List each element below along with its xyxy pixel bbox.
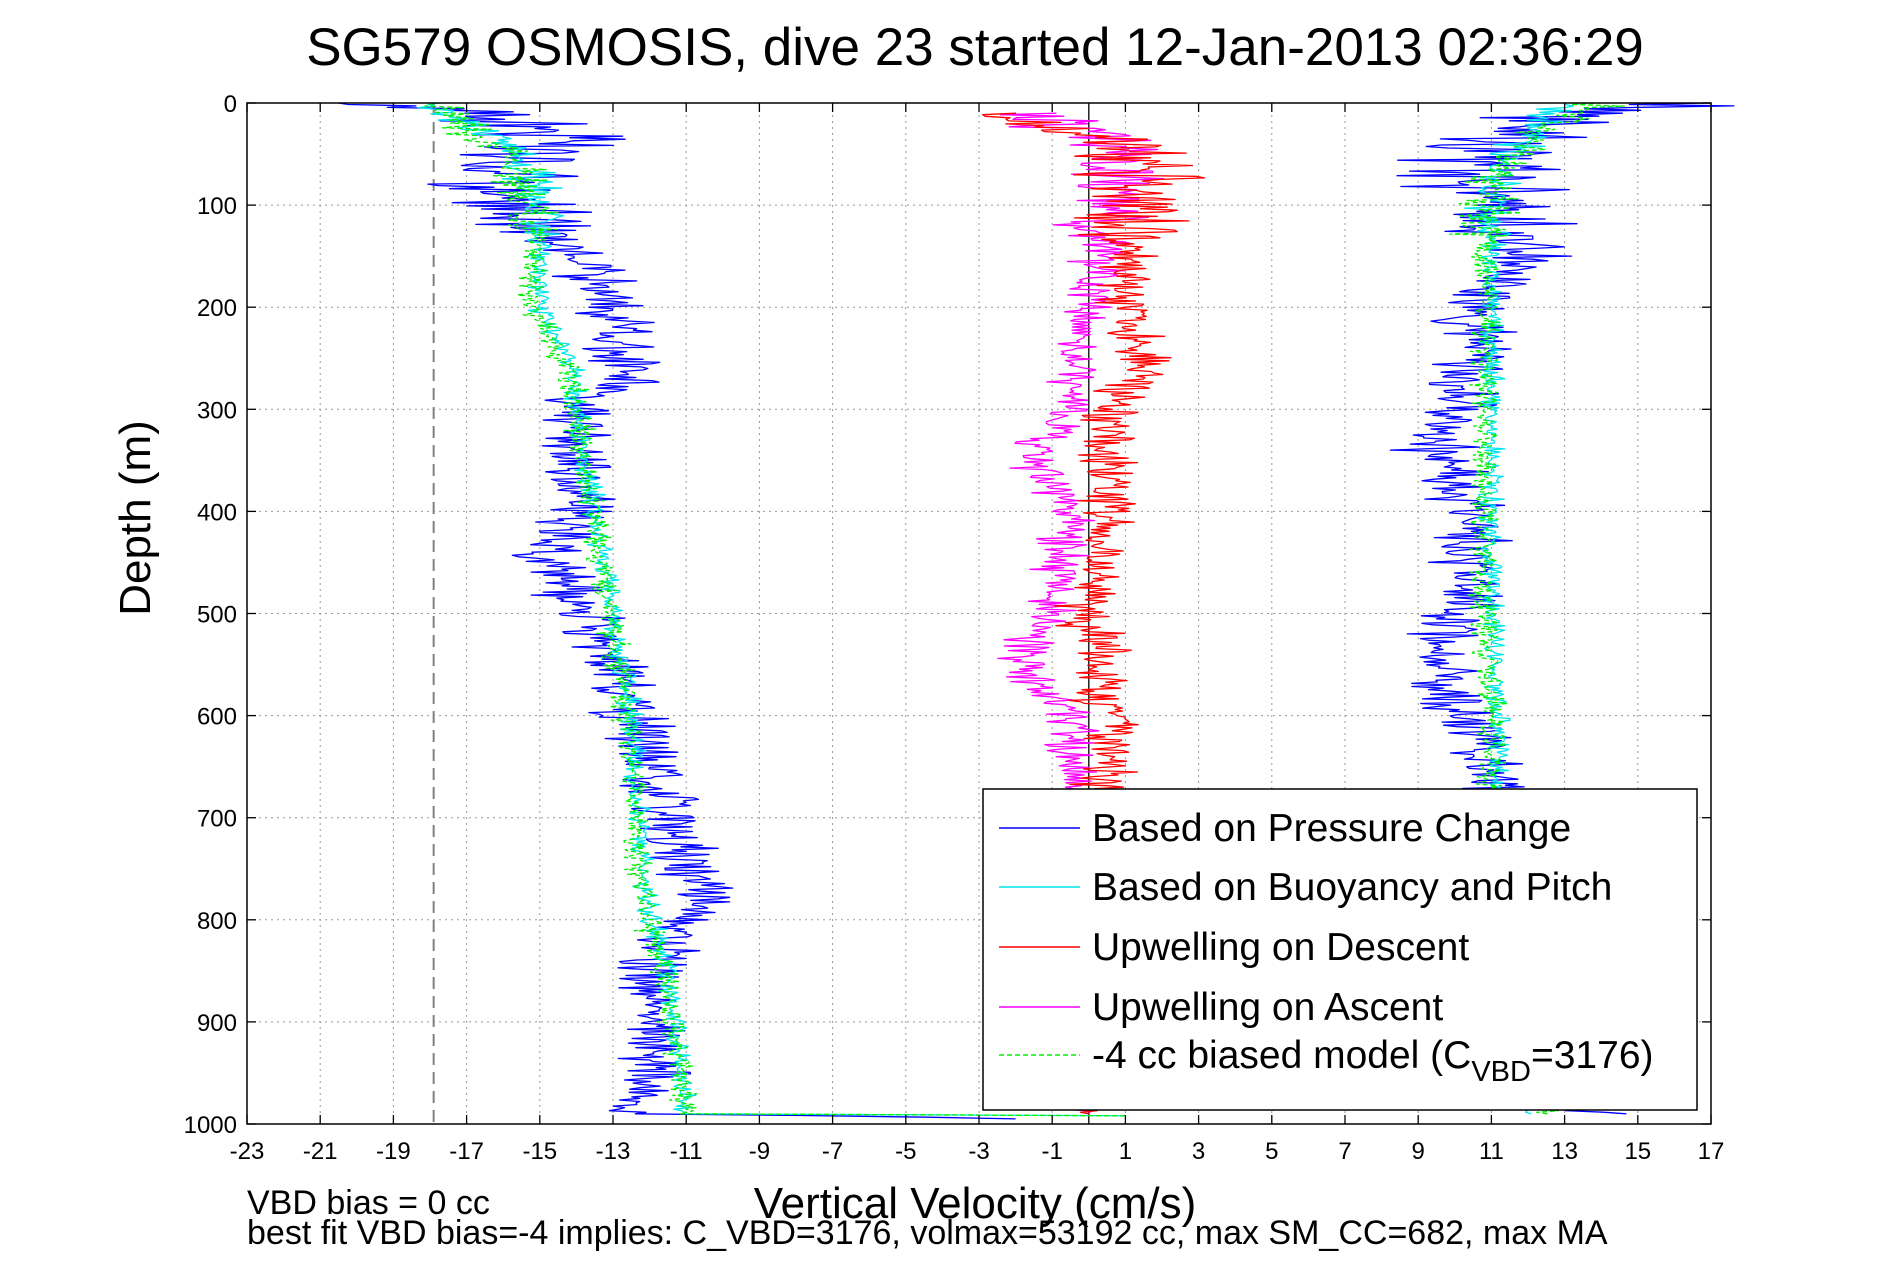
y-tick-label: 500 bbox=[197, 602, 237, 629]
x-tick-label: -17 bbox=[449, 1138, 484, 1165]
legend-box bbox=[982, 788, 1698, 1111]
y-tick-label: 200 bbox=[197, 295, 237, 322]
y-tick-label: 400 bbox=[197, 499, 237, 526]
x-tick-label: 15 bbox=[1624, 1138, 1651, 1165]
x-tick-label: 13 bbox=[1551, 1138, 1578, 1165]
series-line bbox=[424, 102, 1126, 1117]
x-tick-label: 11 bbox=[1479, 1138, 1504, 1165]
y-tick-label: 700 bbox=[197, 806, 237, 833]
x-tick-label: 3 bbox=[1192, 1138, 1205, 1165]
x-tick-label: 17 bbox=[1698, 1138, 1725, 1165]
footer-line-1: VBD bias = 0 cc bbox=[247, 1184, 490, 1222]
x-tick-label: -1 bbox=[1042, 1138, 1063, 1165]
y-tick-label: 1000 bbox=[184, 1112, 237, 1139]
x-tick-label: -3 bbox=[968, 1138, 989, 1165]
y-tick-label: 100 bbox=[197, 193, 237, 220]
chart-title: SG579 OSMOSIS, dive 23 started 12-Jan-20… bbox=[306, 18, 1644, 77]
y-axis-ticks: 0 100 200 300 400 500 600 700 800 900 1000 bbox=[184, 91, 1711, 1139]
x-tick-label: -15 bbox=[522, 1138, 557, 1165]
x-tick-label: -13 bbox=[596, 1138, 631, 1165]
x-tick-label: -11 bbox=[670, 1138, 703, 1165]
footer-line-2: best fit VBD bias=-4 implies: C_VBD=3176… bbox=[247, 1214, 1608, 1252]
plot-area: -23 -21 -19 -17 -15 -13 -11 -9 -7 -5 -3 -1 1 3 5 7 9 11 13… bbox=[184, 91, 1735, 1165]
x-tick-label: 5 bbox=[1265, 1138, 1278, 1165]
x-tick-label: -7 bbox=[822, 1138, 843, 1165]
y-tick-label: 300 bbox=[197, 397, 237, 424]
x-tick-label: -9 bbox=[749, 1138, 770, 1165]
series-line bbox=[338, 102, 1016, 1120]
x-axis-label: Vertical Velocity (cm/s) bbox=[754, 1179, 1197, 1228]
legend-label: Based on Buoyancy and Pitch bbox=[1092, 866, 1612, 909]
x-tick-label: 7 bbox=[1338, 1138, 1351, 1165]
y-tick-label: 600 bbox=[197, 704, 237, 731]
legend-label: Upwelling on Descent bbox=[1092, 926, 1469, 969]
x-axis-ticks: -23 -21 -19 -17 -15 -13 -11 -9 -7 -5 -3 -1 1 3 5 7 9 11 13… bbox=[230, 103, 1725, 1165]
x-tick-label: -5 bbox=[895, 1138, 916, 1165]
x-tick-label: 1 bbox=[1119, 1138, 1132, 1165]
y-axis-label: Depth (m) bbox=[111, 420, 160, 616]
legend-label: Based on Pressure Change bbox=[1092, 807, 1571, 850]
legend: Based on Pressure Change Based on Buoyanc… bbox=[982, 788, 1698, 1111]
y-tick-label: 900 bbox=[197, 1010, 237, 1037]
y-tick-label: 800 bbox=[197, 908, 237, 935]
x-tick-label: -19 bbox=[376, 1138, 411, 1165]
legend-label: Upwelling on Ascent bbox=[1092, 986, 1443, 1029]
x-tick-label: 9 bbox=[1412, 1138, 1425, 1165]
x-tick-label: -23 bbox=[230, 1138, 265, 1165]
y-tick-label: 0 bbox=[224, 91, 237, 118]
x-tick-label: -21 bbox=[303, 1138, 338, 1165]
